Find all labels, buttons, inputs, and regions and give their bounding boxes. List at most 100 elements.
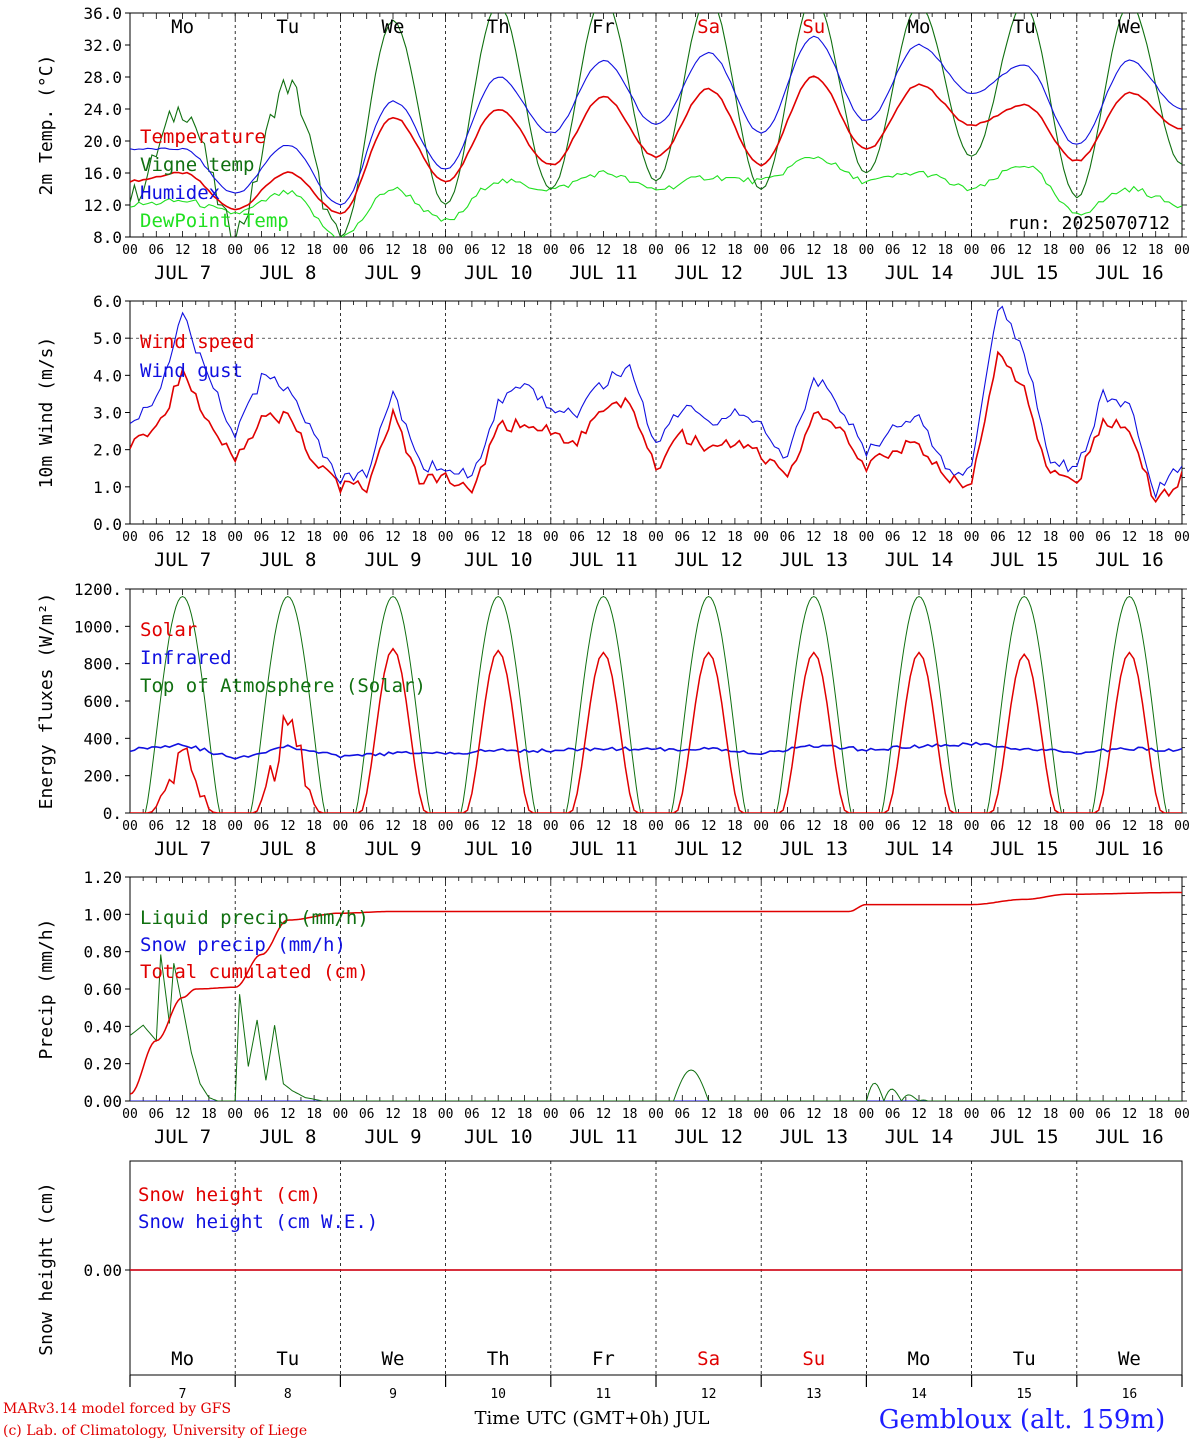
hour-tick-label: 00 [438,243,454,258]
hour-tick-label: 18 [411,243,427,258]
date-label: JUL 12 [674,1126,743,1148]
hour-tick-label: 06 [990,1107,1006,1122]
hour-tick-label: 18 [727,530,743,545]
hour-tick-label: 06 [148,1107,164,1122]
hour-tick-label: 06 [885,1107,901,1122]
hour-tick-label: 18 [306,1107,322,1122]
date-label: JUL 13 [779,549,848,571]
hour-tick-label: 12 [280,530,296,545]
y-tick-label: 400. [83,729,122,748]
day-number: 14 [911,1387,927,1402]
hour-tick-label: 18 [411,1107,427,1122]
series-wind-speed [130,350,1182,504]
run-label: run: 2025070712 [1007,213,1170,234]
date-label: JUL 15 [990,549,1059,571]
series-vigne-temp [130,13,1182,237]
hour-tick-label: 12 [806,1107,822,1122]
hour-tick-label: 06 [1095,819,1111,834]
hour-tick-label: 12 [911,530,927,545]
legend-entry: Liquid precip (mm/h) [140,907,369,929]
day-number: 13 [806,1387,822,1402]
hour-tick-label: 00 [438,530,454,545]
date-label: JUL 10 [464,262,533,284]
date-label: JUL 7 [154,549,211,571]
hour-tick-label: 12 [490,819,506,834]
day-name: We [382,16,405,38]
y-tick-label: 600. [83,692,122,711]
legend-entry: Snow height (cm) [138,1184,321,1206]
hour-tick-label: 18 [727,1107,743,1122]
hour-tick-label: 18 [1148,1107,1164,1122]
date-label: JUL 8 [259,1126,316,1148]
hour-tick-label: 18 [832,530,848,545]
date-label: JUL 7 [154,838,211,860]
footer-credit: (c) Lab. of Climatology, University of L… [3,1423,307,1439]
y-tick-label: 32.0 [83,36,122,55]
panel-2: 00 06 12 18 00 06 12 18 00 06 12 18 00 06 12 18 00 06 12 18… [36,292,1190,571]
date-label: JUL 16 [1095,838,1164,860]
y-tick-label: 0.60 [83,980,122,999]
hour-tick-label: 18 [832,243,848,258]
y-tick-label: 1.20 [83,868,122,887]
hour-tick-label: 18 [622,243,638,258]
day-number: 9 [389,1387,397,1402]
series-total-cumulated-cm- [130,891,1182,1095]
hour-tick-label: 06 [885,243,901,258]
hour-tick-label: 12 [175,819,191,834]
hour-tick-label: 12 [175,243,191,258]
day-number: 10 [490,1387,506,1402]
hour-tick-label: 06 [359,1107,375,1122]
hour-tick-label: 12 [806,819,822,834]
hour-tick-label: 00 [543,243,559,258]
hour-tick-label: 06 [885,530,901,545]
hour-tick-label: 18 [1043,1107,1059,1122]
hour-tick-label: 06 [780,530,796,545]
hour-tick-label: 12 [911,1107,927,1122]
hour-tick-label: 12 [1122,1107,1138,1122]
date-label: JUL 15 [990,1126,1059,1148]
hour-tick-label: 12 [175,530,191,545]
hour-tick-label: 18 [1148,530,1164,545]
y-tick-label: 1.00 [83,905,122,924]
y-tick-label: 28.0 [83,68,122,87]
date-label: JUL 10 [464,838,533,860]
date-label: JUL 16 [1095,549,1164,571]
hour-tick-label: 00 [964,243,980,258]
hour-tick-label: 06 [674,819,690,834]
x-axis-title: Time UTC (GMT+0h) JUL [475,1408,710,1429]
hour-tick-label: 12 [701,243,717,258]
y-tick-label: 1000. [74,617,122,636]
hour-tick-label: 12 [701,1107,717,1122]
date-label: JUL 10 [464,549,533,571]
hour-tick-label: 06 [569,530,585,545]
day-name: Mo [171,1348,194,1370]
hour-tick-label: 12 [596,819,612,834]
date-label: JUL 13 [779,838,848,860]
day-number: 15 [1016,1387,1032,1402]
hour-tick-label: 00 [648,243,664,258]
hour-tick-label: 06 [780,819,796,834]
hour-tick-label: 12 [1122,243,1138,258]
date-label: JUL 15 [990,262,1059,284]
date-label: JUL 15 [990,838,1059,860]
hour-tick-label: 00 [227,530,243,545]
date-label: JUL 9 [364,549,421,571]
y-tick-label: 800. [83,655,122,674]
date-label: JUL 13 [779,1126,848,1148]
hour-tick-label: 00 [1174,530,1190,545]
hour-tick-label: 18 [201,1107,217,1122]
date-label: JUL 14 [885,549,954,571]
hour-tick-label: 00 [859,530,875,545]
legend-entry: DewPoint Temp [140,210,289,232]
y-axis-label: Precip (mm/h) [36,919,57,1060]
hour-tick-label: 18 [306,530,322,545]
series-wind-gust [130,305,1182,500]
hour-tick-label: 18 [517,819,533,834]
hour-tick-label: 12 [280,819,296,834]
hour-tick-label: 12 [1016,1107,1032,1122]
hour-tick-label: 00 [438,819,454,834]
hour-tick-label: 06 [254,243,270,258]
hour-tick-label: 12 [280,243,296,258]
hour-tick-label: 18 [306,243,322,258]
hour-tick-label: 18 [622,819,638,834]
